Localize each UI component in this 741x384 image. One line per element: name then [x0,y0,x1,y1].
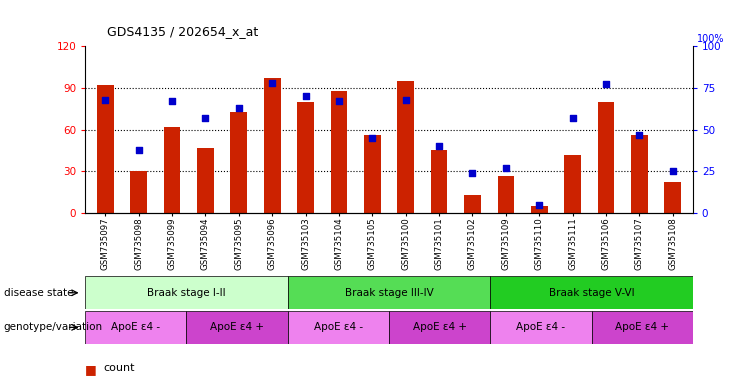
Point [667,168,679,174]
Text: count: count [104,363,136,373]
Bar [389,311,491,344]
Bar [497,175,514,213]
Bar [130,171,147,213]
Text: genotype/variation: genotype/variation [4,322,103,333]
Point [600,81,612,88]
Text: disease state: disease state [4,288,73,298]
Bar [491,311,591,344]
Bar [85,276,288,309]
Text: ■: ■ [85,363,97,376]
Bar [397,81,414,213]
Bar [187,311,288,344]
Text: Braak stage III-IV: Braak stage III-IV [345,288,433,298]
Point [634,132,645,138]
Bar [491,276,693,309]
Bar [631,135,648,213]
Point [333,98,345,104]
Point [534,202,545,208]
Text: ApoE ε4 +: ApoE ε4 + [615,322,669,333]
Text: Braak stage I-II: Braak stage I-II [147,288,226,298]
Text: ApoE ε4 -: ApoE ε4 - [314,322,363,333]
Bar [330,91,348,213]
Bar [431,151,448,213]
Text: GDS4135 / 202654_x_at: GDS4135 / 202654_x_at [107,25,259,38]
Text: 100%: 100% [697,34,724,44]
Point [433,143,445,149]
Bar [565,155,581,213]
Bar [665,182,681,213]
Text: ApoE ε4 -: ApoE ε4 - [516,322,565,333]
Bar [288,311,389,344]
Bar [85,311,187,344]
Point [166,98,178,104]
Bar [164,127,180,213]
Point [467,170,479,176]
Bar [197,148,213,213]
Point [233,105,245,111]
Text: ApoE ε4 +: ApoE ε4 + [413,322,467,333]
Text: ApoE ε4 +: ApoE ε4 + [210,322,264,333]
Point [133,147,144,153]
Point [400,96,412,103]
Bar [598,102,614,213]
Point [266,80,278,86]
Point [500,165,512,171]
Point [199,115,211,121]
Point [567,115,579,121]
Bar [464,195,481,213]
Point [366,135,378,141]
Bar [264,78,281,213]
Bar [297,102,314,213]
Text: ApoE ε4 -: ApoE ε4 - [111,322,160,333]
Bar [288,276,491,309]
Bar [531,206,548,213]
Text: Braak stage V-VI: Braak stage V-VI [549,288,634,298]
Point [299,93,311,99]
Bar [591,311,693,344]
Bar [364,135,381,213]
Bar [97,85,113,213]
Bar [230,111,247,213]
Point [99,96,111,103]
